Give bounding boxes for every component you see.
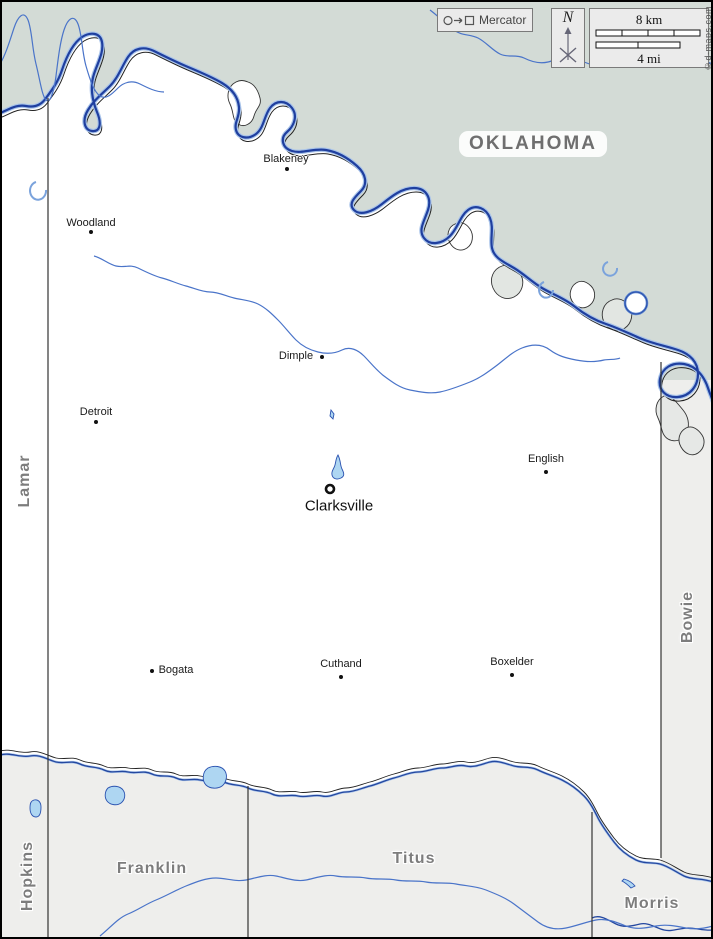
north-indicator: N [551, 8, 585, 68]
scale-bar: 8 km 4 mi [589, 8, 709, 68]
county-label-lamar: Lamar [16, 454, 33, 508]
watermark: ©d-maps.com [703, 6, 713, 72]
cuthand-marker [339, 675, 343, 679]
county-lines [47, 98, 662, 937]
blakeney-marker [285, 167, 289, 171]
south-counties-region [0, 754, 713, 939]
projection-legend: Mercator [437, 8, 533, 32]
oklahoma-region [0, 0, 713, 402]
town-label-woodland: Woodland [66, 217, 116, 229]
town-label-detroit: Detroit [79, 406, 113, 418]
projection-label: Mercator [479, 13, 527, 27]
arrow-icon [454, 17, 463, 23]
globe-circle-icon [443, 15, 453, 25]
oxbow-patches [227, 80, 705, 456]
town-label-dimple: Dimple [278, 350, 314, 362]
bowie-region [661, 380, 713, 937]
scale-bars-icon [595, 29, 701, 49]
lake-teardrop [331, 454, 345, 480]
oxbow-ring-core [624, 291, 648, 315]
town-label-blakeney: Blakeney [263, 153, 309, 165]
county-label-hopkins: Hopkins [19, 840, 36, 912]
lake-square [202, 765, 227, 789]
lake-round [104, 785, 126, 806]
compass-icon [559, 27, 577, 63]
north-label: N [562, 9, 574, 26]
boxelder-marker [510, 673, 514, 677]
english-marker [544, 470, 548, 474]
oklahoma-creek-west [0, 14, 165, 102]
mid-county-stream [93, 255, 621, 394]
projection-icon [443, 15, 475, 25]
scale-mi-label: 4 mi [637, 51, 661, 66]
scale-km-label: 8 km [635, 12, 663, 27]
detroit-marker [94, 420, 98, 424]
county-label-bowie: Bowie [679, 590, 696, 644]
town-label-cuthand: Cuthand [320, 658, 362, 670]
white-oak-creek [99, 874, 713, 937]
county-label-franklin: Franklin [116, 860, 188, 877]
clarksville-marker [324, 483, 336, 495]
lake-small [29, 799, 42, 818]
dimple-marker [320, 355, 324, 359]
bogata-marker [150, 669, 154, 673]
lakes [29, 408, 636, 889]
square-icon [464, 15, 475, 25]
town-label-boxelder: Boxelder [490, 656, 534, 668]
county-label-morris: Morris [624, 895, 680, 912]
county-label-titus: Titus [392, 850, 436, 867]
town-label-clarksville: Clarksville [304, 497, 374, 515]
town-label-english: English [527, 453, 565, 465]
cutoff-oxbow-arcs [29, 181, 619, 299]
lake-morris [621, 878, 636, 889]
state-label-oklahoma: OKLAHOMA [459, 131, 607, 157]
woodland-marker [89, 230, 93, 234]
town-label-bogata: Bogata [158, 664, 194, 676]
lake-sliver [329, 408, 335, 420]
